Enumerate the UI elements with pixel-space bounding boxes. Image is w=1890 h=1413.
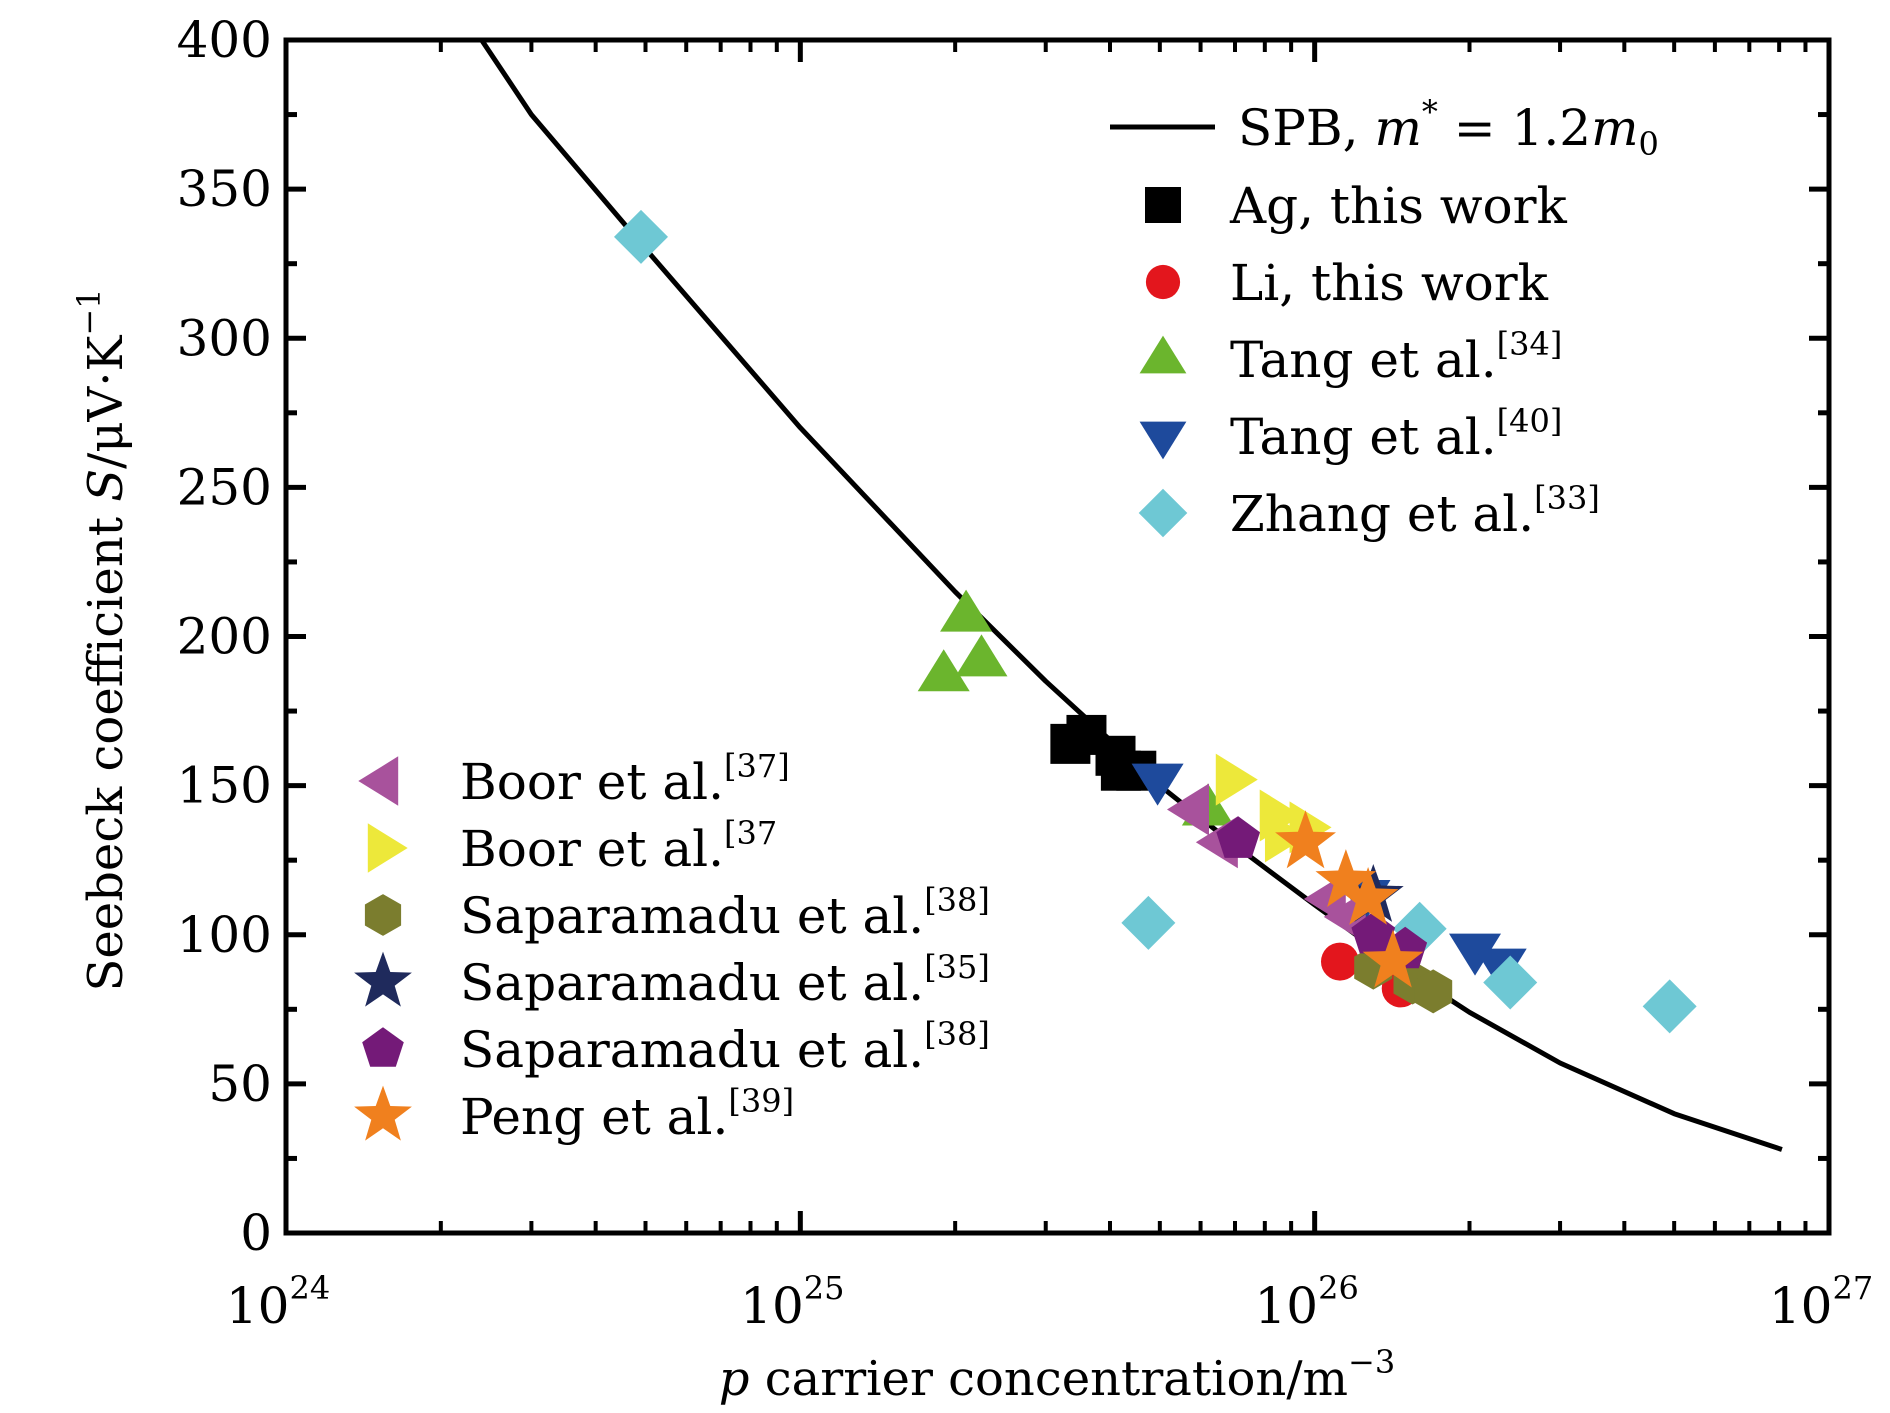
legend-label: Tang et al.[34] <box>1230 325 1562 389</box>
series-10 <box>1275 810 1424 988</box>
legend-entry: Saparamadu et al.[35] <box>354 948 990 1012</box>
legend-marker-triangle-up <box>1139 335 1187 374</box>
y-tick-label: 350 <box>177 160 272 218</box>
y-axis-unit: /μV·K <box>78 335 134 469</box>
x-axis-text: carrier concentration/m <box>750 1351 1349 1407</box>
legend-entry: Peng et al.[39] <box>354 1082 794 1146</box>
legend-entry: Tang et al.[34] <box>1139 325 1562 389</box>
legend-label: Saparamadu et al.[35] <box>460 948 990 1012</box>
legend-entry: Zhang et al.[33] <box>1138 479 1600 543</box>
legend-marker-circle <box>1145 264 1181 300</box>
series-4 <box>613 209 1697 1034</box>
legend-marker-star <box>354 951 412 1007</box>
y-tick-label: 100 <box>177 906 272 964</box>
legend-label: Li, this work <box>1230 254 1549 312</box>
y-tick-label: 400 <box>177 11 272 69</box>
y-tick-label: 150 <box>177 757 272 815</box>
legend-entry: Li, this work <box>1145 254 1549 312</box>
legend-marker-triangle-right <box>367 823 408 873</box>
legend-label: Peng et al.[39] <box>460 1082 794 1146</box>
x-tick-label: 1025 <box>740 1269 844 1335</box>
legend-label: Zhang et al.[33] <box>1230 479 1600 543</box>
y-axis-sup: −1 <box>70 288 108 335</box>
data-point-triangle-right <box>1215 753 1258 806</box>
x-axis-var: p <box>719 1351 750 1407</box>
data-point-circle <box>1320 942 1359 981</box>
y-tick-label: 200 <box>177 608 272 666</box>
legend-marker-pentagon <box>362 1027 404 1067</box>
data-point-star <box>1362 929 1424 988</box>
legend-entry: Saparamadu et al.[38] <box>362 1015 990 1079</box>
data-point-star <box>1315 849 1377 907</box>
y-tick-label: 250 <box>177 458 272 516</box>
legend-marker-diamond <box>1138 488 1188 538</box>
legend-top-right: SPB, m* = 1.2m0 Ag, this work Li, this wor… <box>1110 93 1659 543</box>
legend-label: Boor et al.[37 <box>460 814 777 878</box>
legend-entry: Ag, this work <box>1145 177 1568 235</box>
legend-entry: Tang et al.[40] <box>1139 402 1562 466</box>
y-axis-text: Seebeck coefficient <box>78 502 134 992</box>
x-axis-title: p carrier concentration/m−3 <box>719 1343 1395 1407</box>
legend-label: Boor et al.[37] <box>460 747 790 811</box>
data-point-diamond <box>1121 895 1176 950</box>
x-tick-label: 1027 <box>1769 1269 1873 1335</box>
legend-label: Saparamadu et al.[38] <box>460 881 990 945</box>
legend-label: Saparamadu et al.[38] <box>460 1015 990 1079</box>
plot-area <box>479 38 1783 1152</box>
y-axis-var: S <box>78 469 134 502</box>
legend-curve-label: SPB, m* = 1.2m0 <box>1238 93 1659 163</box>
legend-label: Tang et al.[40] <box>1230 402 1562 466</box>
data-point-triangle-up <box>955 634 1008 677</box>
axes: 0 50 100 150 200 250 300 350 400 1024 1025 1026 1027 <box>177 11 1874 1335</box>
legend-entry: Boor et al.[37] <box>358 747 790 811</box>
legend-marker-hexagon <box>364 894 402 936</box>
data-point-hexagon <box>1414 969 1453 1014</box>
data-point-diamond <box>613 209 668 264</box>
data-point-pentagon <box>1216 816 1260 858</box>
data-point-diamond <box>1483 955 1538 1010</box>
y-axis-title: Seebeck coefficient S/μV·K−1 <box>70 288 134 991</box>
legend-marker-square <box>1145 187 1181 223</box>
legend-label: Ag, this work <box>1229 177 1568 235</box>
x-tick-label: 1024 <box>226 1269 330 1335</box>
y-tick-label: 50 <box>208 1055 272 1113</box>
data-point-triangle-left <box>1166 783 1209 836</box>
legend-entry: Boor et al.[37 <box>367 814 777 878</box>
data-point-star <box>1337 867 1399 925</box>
data-point-star <box>1275 810 1336 869</box>
legend-entry: Saparamadu et al.[38] <box>364 881 990 945</box>
data-point-triangle-up <box>917 649 970 692</box>
series-0 <box>1050 714 1157 791</box>
x-tick-label: 1026 <box>1254 1269 1358 1335</box>
y-tick-label: 300 <box>177 309 272 367</box>
data-point-triangle-down <box>1131 763 1184 806</box>
data-point-triangle-up <box>940 589 993 632</box>
legend-marker-triangle-down <box>1139 421 1187 460</box>
y-tick-label: 0 <box>240 1204 272 1262</box>
x-axis-sup: −3 <box>1348 1343 1395 1381</box>
legend-marker-star <box>354 1085 412 1141</box>
data-point-diamond <box>1642 979 1697 1034</box>
data-point-triangle-down <box>1449 933 1502 976</box>
legend-bottom-left: Boor et al.[37]Boor et al.[37Saparamadu … <box>354 747 990 1146</box>
legend-marker-triangle-left <box>358 756 399 806</box>
